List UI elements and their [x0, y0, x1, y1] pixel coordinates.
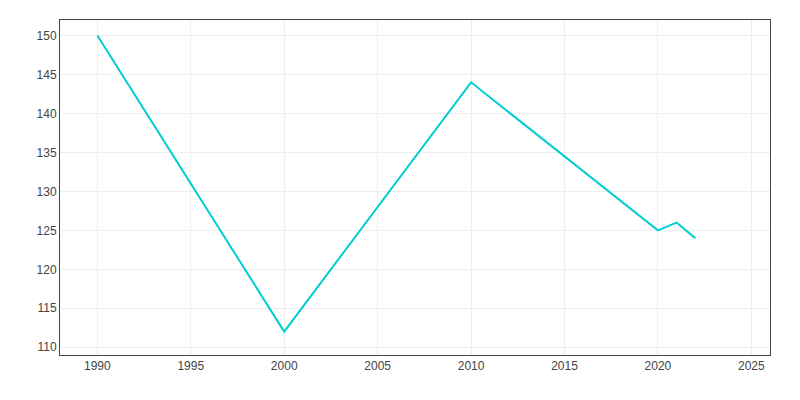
- svg-text:145: 145: [37, 68, 57, 82]
- svg-text:130: 130: [37, 185, 57, 199]
- svg-text:2010: 2010: [458, 359, 485, 373]
- svg-text:1990: 1990: [84, 359, 111, 373]
- svg-text:1995: 1995: [177, 359, 204, 373]
- svg-text:2020: 2020: [645, 359, 672, 373]
- svg-text:110: 110: [37, 340, 56, 354]
- svg-text:2015: 2015: [551, 359, 578, 373]
- svg-text:2005: 2005: [364, 359, 391, 373]
- svg-text:125: 125: [37, 224, 57, 238]
- svg-text:150: 150: [37, 29, 57, 43]
- svg-text:140: 140: [37, 107, 57, 121]
- svg-text:120: 120: [37, 263, 57, 277]
- svg-text:135: 135: [37, 146, 57, 160]
- svg-text:2000: 2000: [271, 359, 298, 373]
- svg-text:115: 115: [37, 301, 56, 315]
- svg-text:2025: 2025: [738, 359, 765, 373]
